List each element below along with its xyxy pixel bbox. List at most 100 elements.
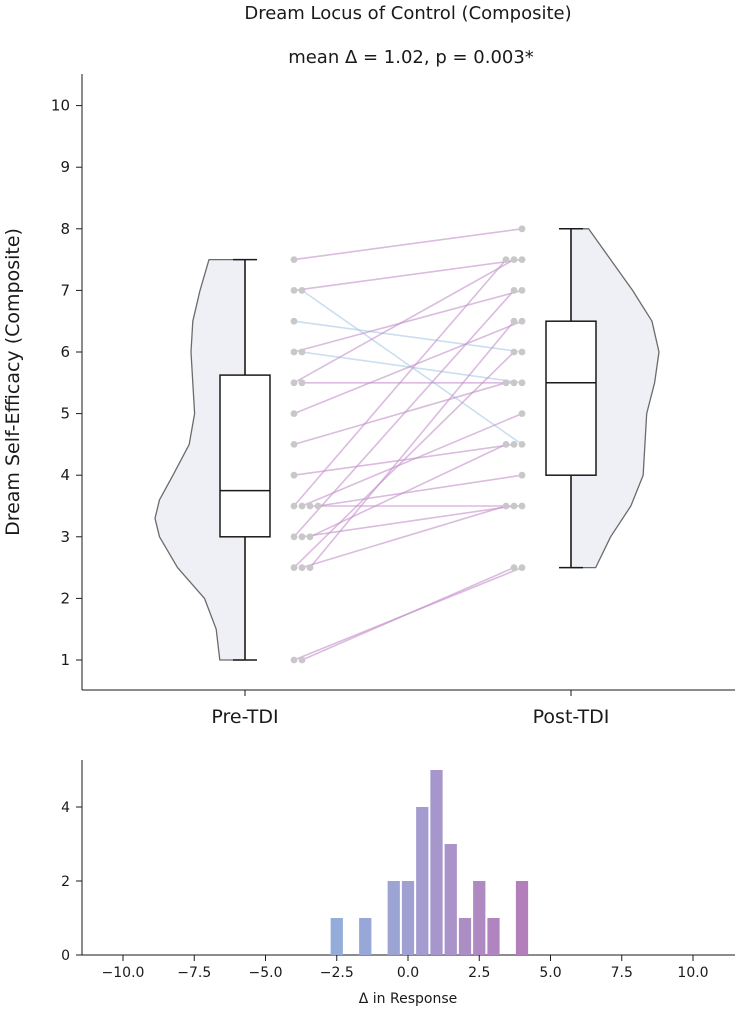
post-point — [510, 379, 518, 387]
paired-line — [301, 505, 507, 569]
pre-point — [298, 379, 306, 387]
hist-x-tick-label: −2.5 — [320, 965, 354, 981]
hist-x-tick-label: 7.5 — [611, 965, 633, 981]
y-tick-label: 8 — [60, 220, 70, 238]
paired-line — [293, 289, 515, 538]
post-point — [510, 564, 518, 571]
y-tick-label: 4 — [60, 466, 70, 484]
pre-point — [306, 533, 314, 541]
hist-bar — [416, 807, 429, 955]
post-point — [518, 225, 526, 233]
post-point — [510, 287, 518, 294]
pre-point — [290, 656, 298, 664]
hist-bar — [430, 770, 443, 955]
chart-subtitle: mean Δ = 1.02, p = 0.003* — [288, 47, 534, 68]
paired-line — [301, 566, 515, 661]
pre-point — [306, 564, 314, 571]
post-point — [502, 502, 510, 510]
y-tick-label: 10 — [51, 97, 70, 115]
paired-line — [293, 289, 523, 353]
post-point — [518, 471, 526, 479]
chart-title: Dream Locus of Control (Composite) — [244, 3, 571, 24]
y-tick-label: 2 — [60, 589, 70, 607]
paired-line — [301, 412, 523, 507]
y-axis-label: Dream Self-Efficacy (Composite) — [2, 228, 24, 536]
post-point — [518, 287, 526, 294]
pre-point — [314, 502, 322, 510]
box — [545, 320, 597, 476]
hist-bar — [401, 881, 415, 955]
hist-y-tick-label: 0 — [61, 948, 70, 964]
y-tick-label: 1 — [60, 651, 70, 669]
boxplot-post — [545, 228, 597, 569]
hist-bar — [515, 881, 529, 955]
hist-bar — [359, 918, 372, 955]
pre-point — [290, 287, 298, 294]
pre-point — [290, 471, 298, 479]
paired-line — [293, 258, 515, 384]
hist-bar — [458, 918, 472, 955]
paired-line — [301, 505, 515, 538]
pre-point — [298, 656, 306, 664]
paired-line — [293, 259, 507, 507]
post-point — [518, 317, 526, 325]
hist-bar — [387, 881, 400, 955]
post-point — [510, 317, 518, 325]
pre-point — [290, 348, 298, 356]
paired-line — [317, 474, 523, 507]
post-point — [518, 441, 526, 448]
paired-line — [293, 382, 507, 446]
hist-x-tick-label: −7.5 — [177, 965, 211, 981]
histogram-plot: 0 2 4 −10.0 −7.5 −5.0 −2.5 0.0 2.5 5.0 7.5 10.0 — [61, 760, 735, 981]
hist-y-tick-label: 2 — [61, 874, 70, 890]
pre-point — [290, 564, 298, 571]
paired-line — [293, 228, 523, 261]
y-tick-label: 6 — [60, 343, 70, 361]
x-axis-label: Δ in Response — [359, 991, 457, 1007]
pre-point — [290, 441, 298, 448]
post-point — [510, 256, 518, 263]
violin-post — [570, 228, 660, 569]
pre-point — [298, 287, 306, 294]
pre-point — [290, 410, 298, 417]
boxplot-pre — [219, 258, 271, 661]
paired-line — [293, 320, 523, 353]
post-point — [518, 502, 526, 510]
paired-line — [293, 258, 523, 292]
hist-bar — [330, 918, 343, 955]
post-point — [502, 256, 510, 263]
paired-points — [290, 225, 526, 664]
post-point — [510, 441, 518, 448]
hist-bar — [444, 844, 457, 955]
pre-point — [298, 348, 306, 356]
post-point — [518, 564, 526, 571]
y-tick-label: 3 — [60, 528, 70, 546]
paired-lines — [293, 228, 523, 661]
paired-line — [293, 351, 515, 569]
post-point — [518, 348, 526, 356]
paired-line — [293, 320, 523, 415]
hist-x-tick-label: 0.0 — [397, 965, 419, 981]
hist-x-tick-label: −10.0 — [102, 965, 145, 981]
x-tick-label: Post-TDI — [533, 706, 610, 728]
box — [219, 374, 271, 538]
main-plot: 1 2 3 4 5 6 7 8 9 10 Pre-TDI Post-TDI — [51, 74, 735, 728]
post-point — [502, 441, 510, 448]
post-point — [502, 379, 510, 387]
hist-x-tick-label: −5.0 — [249, 965, 283, 981]
paired-line — [301, 351, 523, 384]
post-point — [518, 256, 526, 263]
pre-point — [306, 502, 314, 510]
x-tick-label: Pre-TDI — [211, 706, 278, 728]
pre-point — [290, 379, 298, 387]
pre-point — [298, 502, 306, 510]
hist-y-tick-label: 4 — [61, 800, 70, 816]
pre-point — [290, 533, 298, 541]
violin-pre — [154, 258, 246, 661]
post-point — [518, 379, 526, 387]
post-point — [510, 502, 518, 510]
paired-line — [309, 443, 507, 538]
post-point — [518, 410, 526, 417]
pre-point — [290, 256, 298, 263]
